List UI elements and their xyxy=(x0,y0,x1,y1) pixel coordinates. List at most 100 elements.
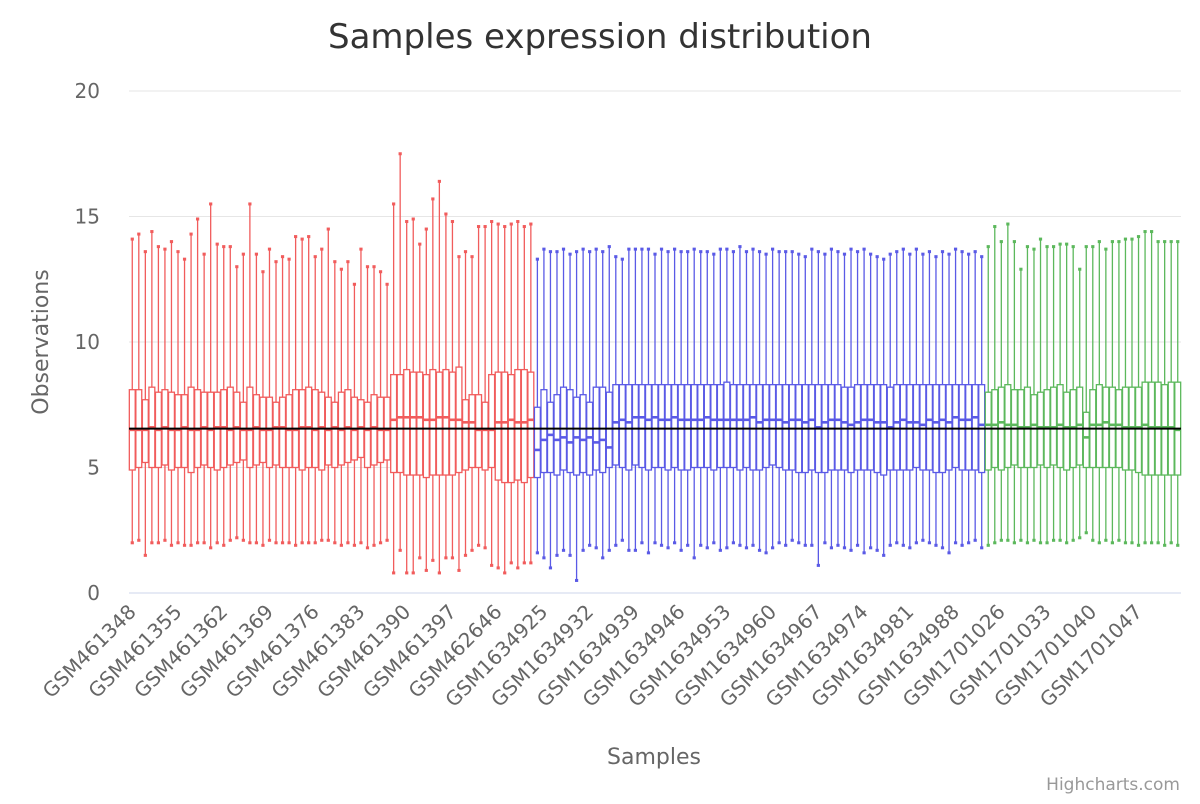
box-plot-point[interactable] xyxy=(886,252,894,547)
box-plot-point[interactable] xyxy=(298,237,306,545)
box-plot-point[interactable] xyxy=(135,232,143,542)
box-plot-point[interactable] xyxy=(860,247,868,555)
box-plot-point[interactable] xyxy=(716,247,724,552)
box-plot-point[interactable] xyxy=(657,247,666,547)
box-plot-point[interactable] xyxy=(1010,240,1018,545)
box-plot-point[interactable] xyxy=(1102,247,1110,542)
box-plot-point[interactable] xyxy=(187,232,195,547)
box-plot-point[interactable] xyxy=(180,257,189,547)
box-plot-point[interactable] xyxy=(429,197,437,562)
box-plot-point[interactable] xyxy=(599,250,607,560)
box-plot-point[interactable] xyxy=(553,250,561,557)
box-plot-point[interactable] xyxy=(690,247,698,560)
box-plot-point[interactable] xyxy=(1036,237,1045,545)
box-plot-point[interactable] xyxy=(1082,245,1090,535)
box-plot-point[interactable] xyxy=(494,222,502,570)
box-plot-point[interactable] xyxy=(991,225,999,545)
box-plot-point[interactable] xyxy=(409,217,417,575)
box-plot-point[interactable] xyxy=(148,230,156,545)
box-plot-point[interactable] xyxy=(847,247,855,552)
box-plot-point[interactable] xyxy=(912,247,920,545)
box-plot-point[interactable] xyxy=(677,250,685,552)
box-plot-point[interactable] xyxy=(285,257,293,545)
box-plot-point[interactable] xyxy=(1017,267,1025,542)
box-plot-point[interactable] xyxy=(762,252,770,555)
box-plot-point[interactable] xyxy=(684,250,692,547)
box-plot-point[interactable] xyxy=(331,260,339,545)
box-plot-point[interactable] xyxy=(925,250,934,545)
box-plot-point[interactable] xyxy=(867,252,875,550)
box-plot-point[interactable] xyxy=(194,217,202,545)
box-plot-point[interactable] xyxy=(559,247,568,552)
box-plot-point[interactable] xyxy=(592,247,600,550)
box-plot-point[interactable] xyxy=(1128,237,1136,545)
box-plot-point[interactable] xyxy=(945,252,953,555)
box-plot-point[interactable] xyxy=(344,260,352,545)
box-plot-point[interactable] xyxy=(749,247,757,547)
box-plot-point[interactable] xyxy=(1095,240,1103,545)
box-plot-point[interactable] xyxy=(631,247,639,552)
box-plot-point[interactable] xyxy=(448,220,457,560)
box-plot-point[interactable] xyxy=(278,255,287,545)
box-plot-point[interactable] xyxy=(468,255,476,552)
box-plot-point[interactable] xyxy=(455,255,463,572)
box-plot-point[interactable] xyxy=(239,252,247,542)
box-plot-point[interactable] xyxy=(435,179,443,575)
box-plot-point[interactable] xyxy=(951,247,960,545)
box-plot-point[interactable] xyxy=(729,250,738,545)
box-plot-point[interactable] xyxy=(324,227,332,542)
box-plot-point[interactable] xyxy=(461,250,470,557)
box-plot-point[interactable] xyxy=(167,240,176,547)
box-plot-point[interactable] xyxy=(383,282,391,542)
box-plot-point[interactable] xyxy=(579,247,587,552)
box-plot-point[interactable] xyxy=(919,252,927,542)
box-plot-point[interactable] xyxy=(971,250,979,542)
box-plot-point[interactable] xyxy=(742,250,751,550)
box-plot-point[interactable] xyxy=(292,235,300,547)
box-plot-point[interactable] xyxy=(1089,245,1097,542)
box-plot-point[interactable] xyxy=(403,220,411,575)
box-plot-point[interactable] xyxy=(782,250,790,547)
credits-link[interactable]: Highcharts.com xyxy=(1046,775,1180,795)
box-plot-point[interactable] xyxy=(906,252,914,550)
box-plot-point[interactable] xyxy=(671,247,679,545)
box-plot-point[interactable] xyxy=(1023,245,1032,545)
box-plot-point[interactable] xyxy=(703,250,711,550)
box-plot-point[interactable] xyxy=(546,250,555,570)
box-plot-point[interactable] xyxy=(618,257,626,542)
box-plot-point[interactable] xyxy=(638,247,646,545)
box-plot-point[interactable] xyxy=(259,270,267,547)
box-plot-point[interactable] xyxy=(213,242,221,545)
box-plot-point[interactable] xyxy=(1148,230,1156,545)
box-plot-point[interactable] xyxy=(984,245,992,547)
box-plot-point[interactable] xyxy=(1121,237,1130,545)
box-plot-point[interactable] xyxy=(1049,245,1058,542)
box-plot-point[interactable] xyxy=(605,245,613,552)
box-plot-point[interactable] xyxy=(161,247,169,542)
box-plot-point[interactable] xyxy=(370,265,378,547)
box-plot-point[interactable] xyxy=(200,252,208,545)
box-plot-point[interactable] xyxy=(755,250,764,552)
box-plot-point[interactable] xyxy=(697,250,705,547)
box-plot-point[interactable] xyxy=(154,245,162,545)
box-plot-point[interactable] xyxy=(501,225,509,575)
box-plot-point[interactable] xyxy=(233,265,241,540)
box-plot-point[interactable] xyxy=(586,250,594,547)
box-plot-point[interactable] xyxy=(1069,245,1077,542)
box-plot-point[interactable] xyxy=(481,225,489,550)
box-plot-point[interactable] xyxy=(1174,240,1182,547)
box-plot-point[interactable] xyxy=(246,202,254,545)
box-plot-point[interactable] xyxy=(533,257,541,555)
box-plot-point[interactable] xyxy=(775,250,783,545)
box-plot-point[interactable] xyxy=(978,255,986,550)
box-plot-point[interactable] xyxy=(514,220,522,570)
box-plot-point[interactable] xyxy=(305,235,313,545)
box-plot-point[interactable] xyxy=(474,225,483,547)
box-plot-point[interactable] xyxy=(965,252,973,545)
box-plot-point[interactable] xyxy=(527,222,535,565)
box-plot-point[interactable] xyxy=(572,250,581,582)
box-plot-point[interactable] xyxy=(272,260,280,545)
box-plot-point[interactable] xyxy=(840,252,849,550)
box-plot-point[interactable] xyxy=(337,267,345,547)
box-plot-point[interactable] xyxy=(174,250,182,545)
